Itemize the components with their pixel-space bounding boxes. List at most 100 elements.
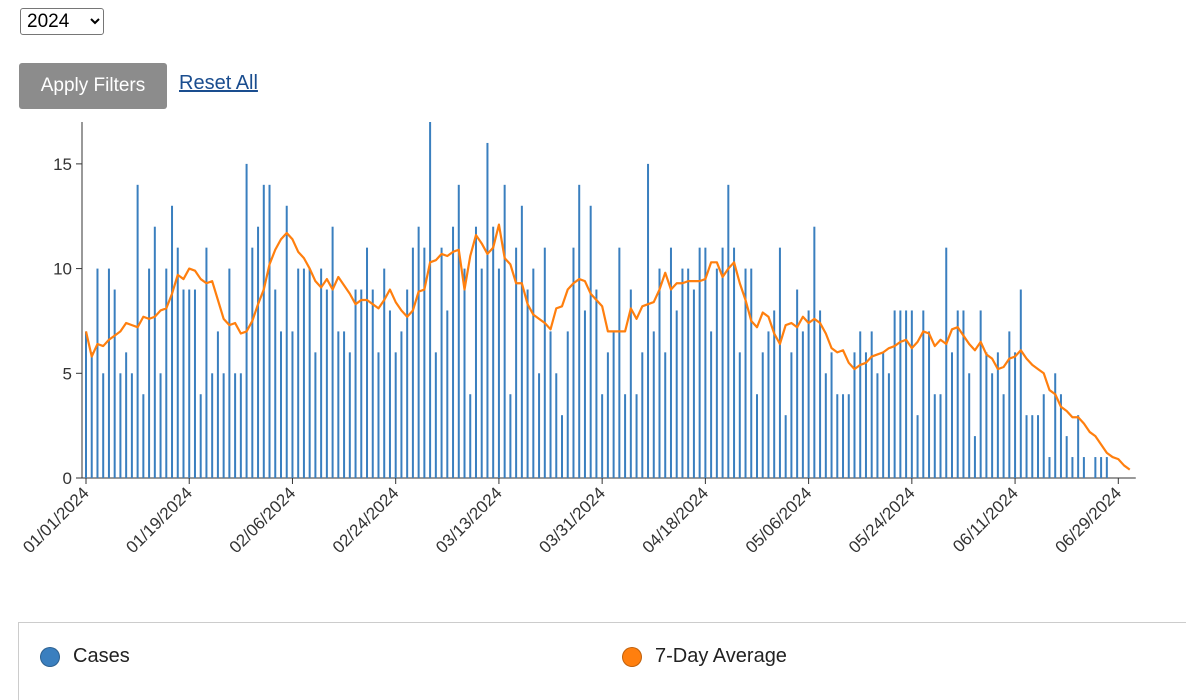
bar xyxy=(520,205,523,478)
bar xyxy=(216,331,219,478)
bar xyxy=(750,268,753,478)
bar xyxy=(228,268,231,478)
bar xyxy=(268,184,271,478)
bar xyxy=(388,310,391,478)
bar xyxy=(285,205,288,478)
bar xyxy=(721,247,724,478)
bar xyxy=(503,184,506,478)
bar xyxy=(325,289,328,478)
bar xyxy=(973,436,976,478)
bar xyxy=(320,268,323,478)
bar xyxy=(1002,394,1005,478)
x-tick-label: 04/18/2024 xyxy=(639,483,713,557)
bar xyxy=(1042,394,1045,478)
bar xyxy=(813,226,816,478)
bar xyxy=(331,226,334,478)
bar xyxy=(979,310,982,478)
reset-all-link[interactable]: Reset All xyxy=(179,72,258,94)
bar xyxy=(90,352,93,478)
legend: Cases 7-Day Average xyxy=(18,622,1186,700)
bar xyxy=(406,289,409,478)
bar xyxy=(1019,289,1022,478)
bar xyxy=(136,184,139,478)
y-tick-label: 15 xyxy=(53,155,72,174)
bar xyxy=(606,352,609,478)
bar xyxy=(113,289,116,478)
bar xyxy=(985,352,988,478)
bar xyxy=(251,247,254,478)
bar xyxy=(715,268,718,478)
bar xyxy=(302,268,305,478)
legend-label: 7-Day Average xyxy=(655,645,787,667)
bar xyxy=(1054,373,1057,478)
bar xyxy=(509,394,512,478)
bar xyxy=(899,310,902,478)
bar xyxy=(876,373,879,478)
bar xyxy=(360,289,363,478)
bar xyxy=(153,226,156,478)
bar xyxy=(647,163,650,478)
bar xyxy=(257,226,260,478)
bar xyxy=(727,184,730,478)
bar xyxy=(371,289,374,478)
bar xyxy=(1031,415,1034,478)
bar xyxy=(853,352,856,478)
bar xyxy=(1077,415,1080,478)
bar xyxy=(1048,457,1051,478)
bar xyxy=(549,331,552,478)
legend-label: Cases xyxy=(73,645,130,667)
bar xyxy=(1037,415,1040,478)
bar xyxy=(945,247,948,478)
bar xyxy=(968,373,971,478)
bar xyxy=(669,247,672,478)
apply-filters-button[interactable]: Apply Filters xyxy=(19,63,167,109)
bar xyxy=(234,373,237,478)
bar xyxy=(85,331,87,478)
bar xyxy=(1025,415,1028,478)
bar xyxy=(308,268,311,478)
bar xyxy=(176,247,179,478)
bar xyxy=(1059,394,1062,478)
legend-swatch xyxy=(622,646,642,667)
bar xyxy=(595,289,598,478)
bar xyxy=(337,331,340,478)
bar xyxy=(469,394,472,478)
bar xyxy=(887,373,890,478)
bar xyxy=(819,310,822,478)
bar xyxy=(801,331,804,478)
bar xyxy=(859,331,862,478)
x-tick-label: 05/06/2024 xyxy=(742,483,816,557)
bar xyxy=(102,373,105,478)
x-tick-label: 02/24/2024 xyxy=(329,483,403,557)
year-select[interactable]: 2024 xyxy=(20,8,104,35)
bar xyxy=(119,373,122,478)
bar xyxy=(274,289,277,478)
bar xyxy=(956,310,959,478)
bar xyxy=(561,415,564,478)
bar xyxy=(411,247,414,478)
bar xyxy=(159,373,162,478)
bar xyxy=(526,289,529,478)
x-tick-label: 01/19/2024 xyxy=(122,483,196,557)
bar xyxy=(486,142,489,479)
legend-item: 7-Day Average xyxy=(622,645,787,668)
bar xyxy=(205,247,208,478)
bar xyxy=(348,352,351,478)
bar xyxy=(618,247,621,478)
bar xyxy=(807,310,810,478)
bar xyxy=(578,184,581,478)
bar xyxy=(434,352,437,478)
bar xyxy=(939,394,942,478)
y-tick-label: 10 xyxy=(53,260,72,279)
bar xyxy=(916,415,919,478)
bar xyxy=(366,247,369,478)
bar xyxy=(922,310,925,478)
bar xyxy=(675,310,678,478)
bar xyxy=(239,373,242,478)
bar xyxy=(394,352,397,478)
bar xyxy=(182,289,185,478)
bar xyxy=(1105,457,1108,478)
bar xyxy=(130,373,133,478)
